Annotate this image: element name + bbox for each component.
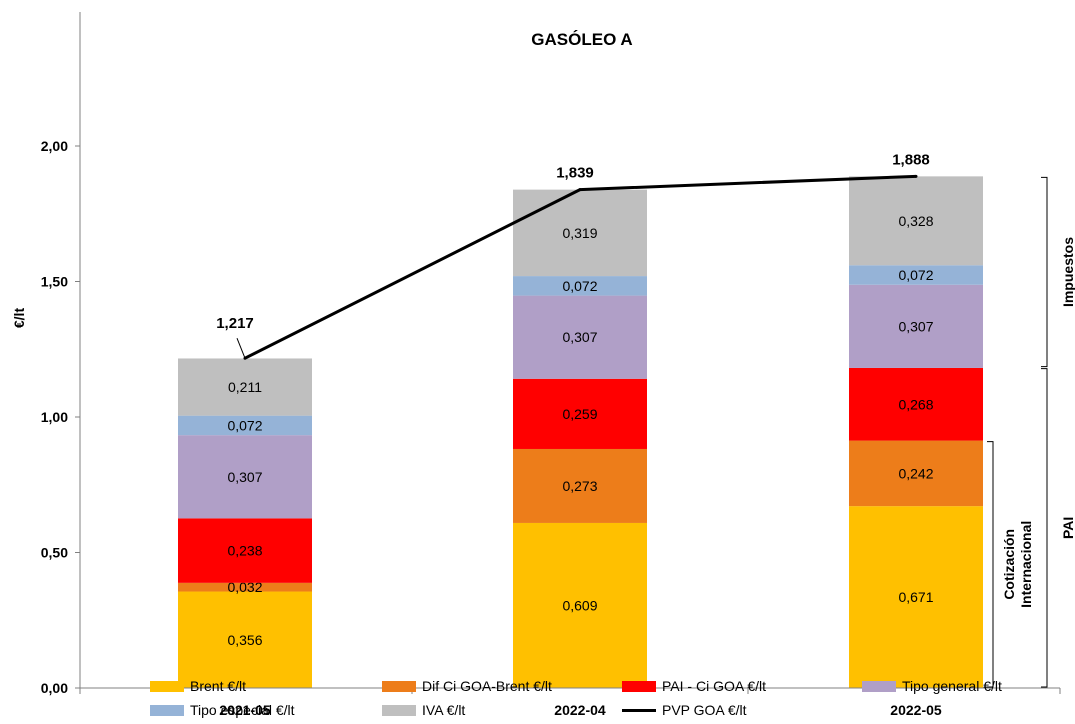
data-label: 0,072 — [898, 267, 933, 283]
bar-segment-dif-ci-goa-brent — [178, 582, 312, 592]
bar-segment-brent — [178, 591, 312, 688]
data-label: 0,609 — [562, 597, 597, 613]
data-label: 0,072 — [562, 278, 597, 294]
legend-swatch-pvp-goa — [622, 708, 656, 712]
x-tick-label: 2022-04 — [554, 702, 606, 718]
line-data-label: 1,217 — [216, 315, 254, 332]
legend-item-dif-ci-goa-brent: Dif Ci GOA-Brent €/lt — [382, 676, 552, 696]
bar-segment-dif-ci-goa-brent — [849, 440, 983, 507]
legend: Brent €/lt Dif Ci GOA-Brent €/lt PAI - C… — [140, 676, 1070, 722]
data-label: 0,356 — [227, 632, 262, 648]
chart-title: GASÓLEO A — [531, 30, 632, 49]
bracket-pai — [1041, 368, 1048, 688]
data-label: 0,238 — [227, 543, 262, 559]
y-tick-label: 2,00 — [41, 138, 68, 154]
data-label: 0,032 — [227, 579, 262, 595]
bar-segment-iva — [513, 189, 647, 277]
bar-segment-tipo-general — [178, 435, 312, 519]
bracket-label-line: Internacional — [1018, 521, 1034, 608]
data-label: 0,307 — [227, 469, 262, 485]
data-label: 0,671 — [898, 589, 933, 605]
bar-segment-tipo-especial — [849, 265, 983, 285]
data-label: 0,242 — [898, 465, 933, 481]
legend-swatch-dif-ci-goa-brent — [382, 680, 416, 692]
y-tick-label: 0,50 — [41, 545, 68, 561]
legend-item-brent: Brent €/lt — [150, 676, 246, 696]
bar-segment-brent — [513, 522, 647, 688]
legend-item-iva: IVA €/lt — [382, 700, 465, 720]
y-axis-label: €/lt — [11, 308, 27, 329]
line-point — [914, 174, 918, 178]
data-label: 0,259 — [562, 406, 597, 422]
bar-segment-tipo-especial — [178, 415, 312, 436]
legend-label-pvp-goa: PVP GOA €/lt — [662, 702, 747, 718]
data-label: 0,319 — [562, 225, 597, 241]
legend-label-tipo-general: Tipo general €/lt — [902, 678, 1002, 694]
legend-swatch-iva — [382, 704, 416, 716]
legend-label-iva: IVA €/lt — [422, 702, 466, 718]
data-label: 0,211 — [228, 379, 262, 395]
legend-item-pvp-goa: PVP GOA €/lt — [622, 700, 747, 720]
bracket-label-pai: PAI — [1060, 517, 1075, 539]
data-label: 0,072 — [227, 417, 262, 433]
bracket-cotizaci-n-internacional — [987, 441, 994, 688]
data-label: 0,307 — [898, 318, 933, 334]
legend-swatch-tipo-especial — [150, 704, 184, 716]
line-data-label: 1,839 — [556, 165, 594, 182]
data-label: 0,307 — [562, 329, 597, 345]
legend-item-tipo-general: Tipo general €/lt — [862, 676, 1002, 696]
bracket-impuestos — [1041, 176, 1048, 368]
bar-segment-brent — [849, 506, 983, 688]
bar-segment-tipo-general — [513, 295, 647, 379]
bar-segment-dif-ci-goa-brent — [513, 448, 647, 523]
legend-label-dif-ci-goa-brent: Dif Ci GOA-Brent €/lt — [422, 678, 552, 694]
legend-label-brent: Brent €/lt — [190, 678, 247, 694]
bracket-label-line: Cotización — [1001, 529, 1017, 600]
legend-item-pai-ci-goa: PAI - Ci GOA €/lt — [622, 676, 766, 696]
legend-label-tipo-especial: Tipo especial €/lt — [190, 702, 295, 718]
x-tick-label: 2021-05 — [219, 702, 271, 718]
bracket-label-cotizaci-n-internacional: CotizaciónInternacional — [1001, 521, 1034, 608]
bar-segment-pai-ci-goa — [849, 367, 983, 441]
line-data-label: 1,888 — [892, 151, 930, 168]
legend-label-pai-ci-goa: PAI - Ci GOA €/lt — [662, 678, 766, 694]
legend-item-tipo-especial: Tipo especial €/lt — [150, 700, 295, 720]
bar-segment-tipo-especial — [513, 276, 647, 296]
data-label: 0,268 — [898, 396, 933, 412]
leader-line — [236, 338, 246, 359]
x-tick-label: 2022-05 — [890, 702, 942, 718]
bar-segment-iva — [178, 358, 312, 416]
bar-segment-pai-ci-goa — [513, 378, 647, 449]
bar-segment-iva — [849, 176, 983, 266]
legend-swatch-pai-ci-goa — [622, 680, 656, 692]
bracket-label-impuestos: Impuestos — [1060, 237, 1075, 307]
y-tick-label: 0,00 — [41, 680, 68, 696]
legend-swatch-brent — [150, 680, 184, 692]
legend-swatch-tipo-general — [862, 680, 896, 692]
data-label: 0,328 — [898, 213, 933, 229]
y-tick-label: 1,00 — [41, 409, 68, 425]
bar-segment-tipo-general — [849, 284, 983, 368]
y-tick-label: 1,50 — [41, 274, 68, 290]
data-label: 0,273 — [562, 478, 597, 494]
line-point — [578, 188, 582, 192]
bar-segment-pai-ci-goa — [178, 518, 312, 583]
